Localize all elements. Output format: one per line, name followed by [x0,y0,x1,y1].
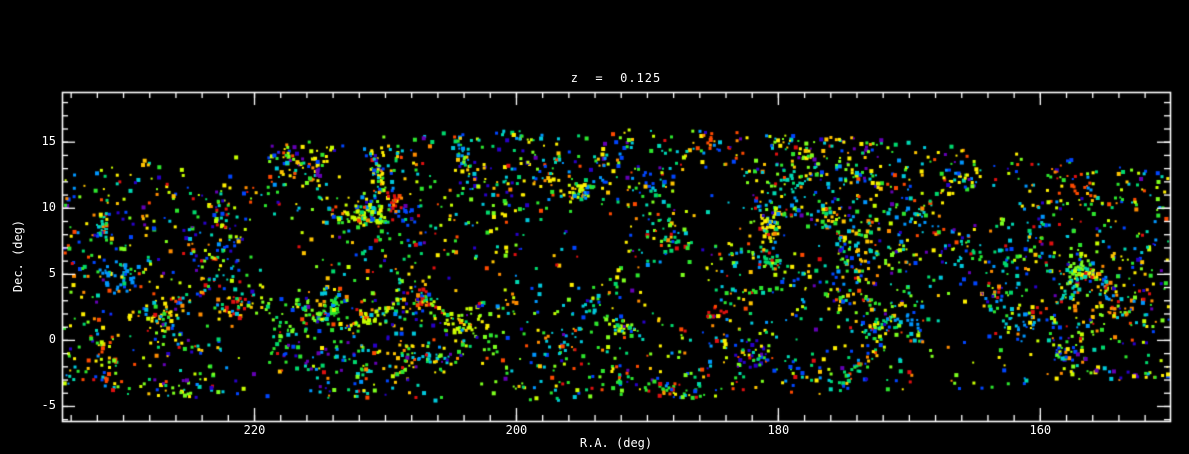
plot-title: z = 0.125 [570,71,662,85]
y-tick-label: 10 [41,200,56,215]
y-tick-label: 0 [48,332,56,347]
x-tick-label: 160 [1029,423,1052,437]
x-tick-label: 200 [505,423,528,437]
x-tick-label: 180 [767,423,790,437]
x-axis-label: R.A. (deg) [579,436,653,450]
y-tick-label: 5 [48,266,56,281]
x-tick-label: 220 [243,423,266,437]
y-tick-label: 15 [41,134,56,149]
y-axis-label: Dec. (deg) [11,219,25,293]
y-tick-label: -5 [41,398,56,413]
